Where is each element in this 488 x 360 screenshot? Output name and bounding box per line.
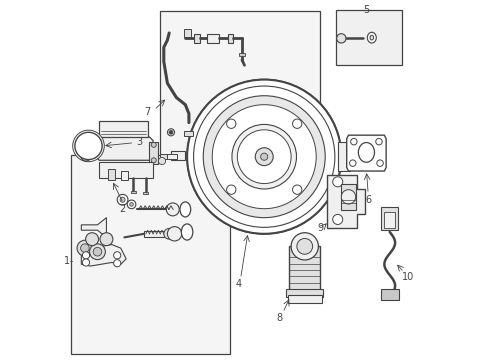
Circle shape: [226, 119, 235, 129]
Circle shape: [260, 153, 267, 160]
Polygon shape: [337, 142, 349, 171]
Bar: [171, 151, 185, 160]
Text: 7: 7: [144, 107, 150, 117]
Circle shape: [85, 233, 99, 246]
Polygon shape: [96, 137, 153, 160]
Circle shape: [100, 233, 113, 246]
Bar: [121, 171, 128, 180]
Circle shape: [212, 105, 316, 209]
Text: 1: 1: [64, 256, 70, 266]
Text: 2: 2: [119, 204, 125, 214]
Circle shape: [296, 238, 312, 254]
Bar: [183, 131, 192, 136]
Ellipse shape: [180, 202, 190, 217]
Circle shape: [120, 197, 125, 202]
Circle shape: [237, 130, 290, 184]
Bar: [285, 289, 323, 297]
Circle shape: [89, 244, 105, 260]
Ellipse shape: [369, 35, 373, 40]
Circle shape: [166, 203, 179, 216]
Bar: [341, 184, 355, 211]
Bar: [193, 34, 200, 43]
Bar: [149, 142, 158, 164]
Circle shape: [332, 215, 342, 225]
Circle shape: [75, 132, 102, 159]
Bar: [160, 154, 167, 159]
Circle shape: [292, 119, 301, 129]
Bar: [383, 212, 395, 228]
Circle shape: [129, 203, 133, 206]
Circle shape: [169, 131, 172, 134]
Text: 9: 9: [317, 224, 323, 233]
Circle shape: [375, 138, 382, 145]
Circle shape: [163, 228, 174, 239]
Text: 6: 6: [365, 195, 370, 205]
Circle shape: [113, 260, 121, 267]
Circle shape: [77, 240, 93, 256]
Ellipse shape: [366, 32, 376, 43]
Bar: [99, 121, 147, 137]
Bar: [381, 207, 397, 230]
Bar: [70, 155, 230, 354]
Circle shape: [167, 129, 174, 136]
Text: 5: 5: [363, 5, 369, 15]
Circle shape: [203, 96, 325, 218]
Bar: [99, 162, 153, 178]
Bar: [144, 231, 163, 237]
Circle shape: [332, 177, 342, 187]
Circle shape: [93, 247, 102, 256]
Circle shape: [73, 130, 104, 162]
Circle shape: [82, 252, 89, 259]
Circle shape: [151, 142, 156, 147]
Circle shape: [127, 200, 136, 209]
Circle shape: [167, 226, 182, 241]
Circle shape: [151, 158, 156, 163]
Bar: [287, 295, 321, 303]
Bar: [380, 289, 398, 300]
Text: 3: 3: [136, 138, 142, 147]
Bar: [160, 12, 319, 160]
Circle shape: [158, 157, 165, 165]
Ellipse shape: [181, 224, 192, 240]
Circle shape: [75, 132, 102, 159]
Circle shape: [290, 233, 318, 260]
Circle shape: [376, 160, 383, 166]
Polygon shape: [346, 135, 386, 171]
Bar: [335, 10, 402, 65]
Circle shape: [336, 34, 346, 43]
Bar: [143, 192, 148, 194]
Bar: [206, 34, 219, 43]
Circle shape: [231, 125, 296, 189]
Circle shape: [117, 194, 128, 205]
Bar: [131, 191, 136, 193]
Text: 4: 4: [236, 279, 242, 289]
Circle shape: [341, 190, 355, 204]
Circle shape: [292, 185, 301, 194]
Text: 8: 8: [276, 313, 282, 323]
Circle shape: [349, 160, 355, 166]
Bar: [184, 30, 190, 37]
Circle shape: [81, 244, 89, 252]
Circle shape: [81, 150, 91, 161]
Bar: [227, 34, 233, 43]
Text: 10: 10: [402, 272, 414, 282]
Circle shape: [350, 138, 356, 145]
Bar: [108, 169, 115, 180]
Circle shape: [255, 148, 273, 166]
Bar: [289, 246, 319, 291]
Circle shape: [113, 252, 121, 259]
Circle shape: [187, 80, 341, 234]
Polygon shape: [81, 218, 106, 237]
Circle shape: [187, 80, 341, 234]
Circle shape: [226, 185, 235, 194]
Polygon shape: [81, 244, 126, 266]
Circle shape: [82, 259, 89, 266]
Ellipse shape: [358, 143, 374, 162]
Polygon shape: [326, 175, 364, 228]
Bar: [167, 154, 177, 159]
Bar: [238, 53, 244, 56]
Circle shape: [193, 86, 334, 227]
